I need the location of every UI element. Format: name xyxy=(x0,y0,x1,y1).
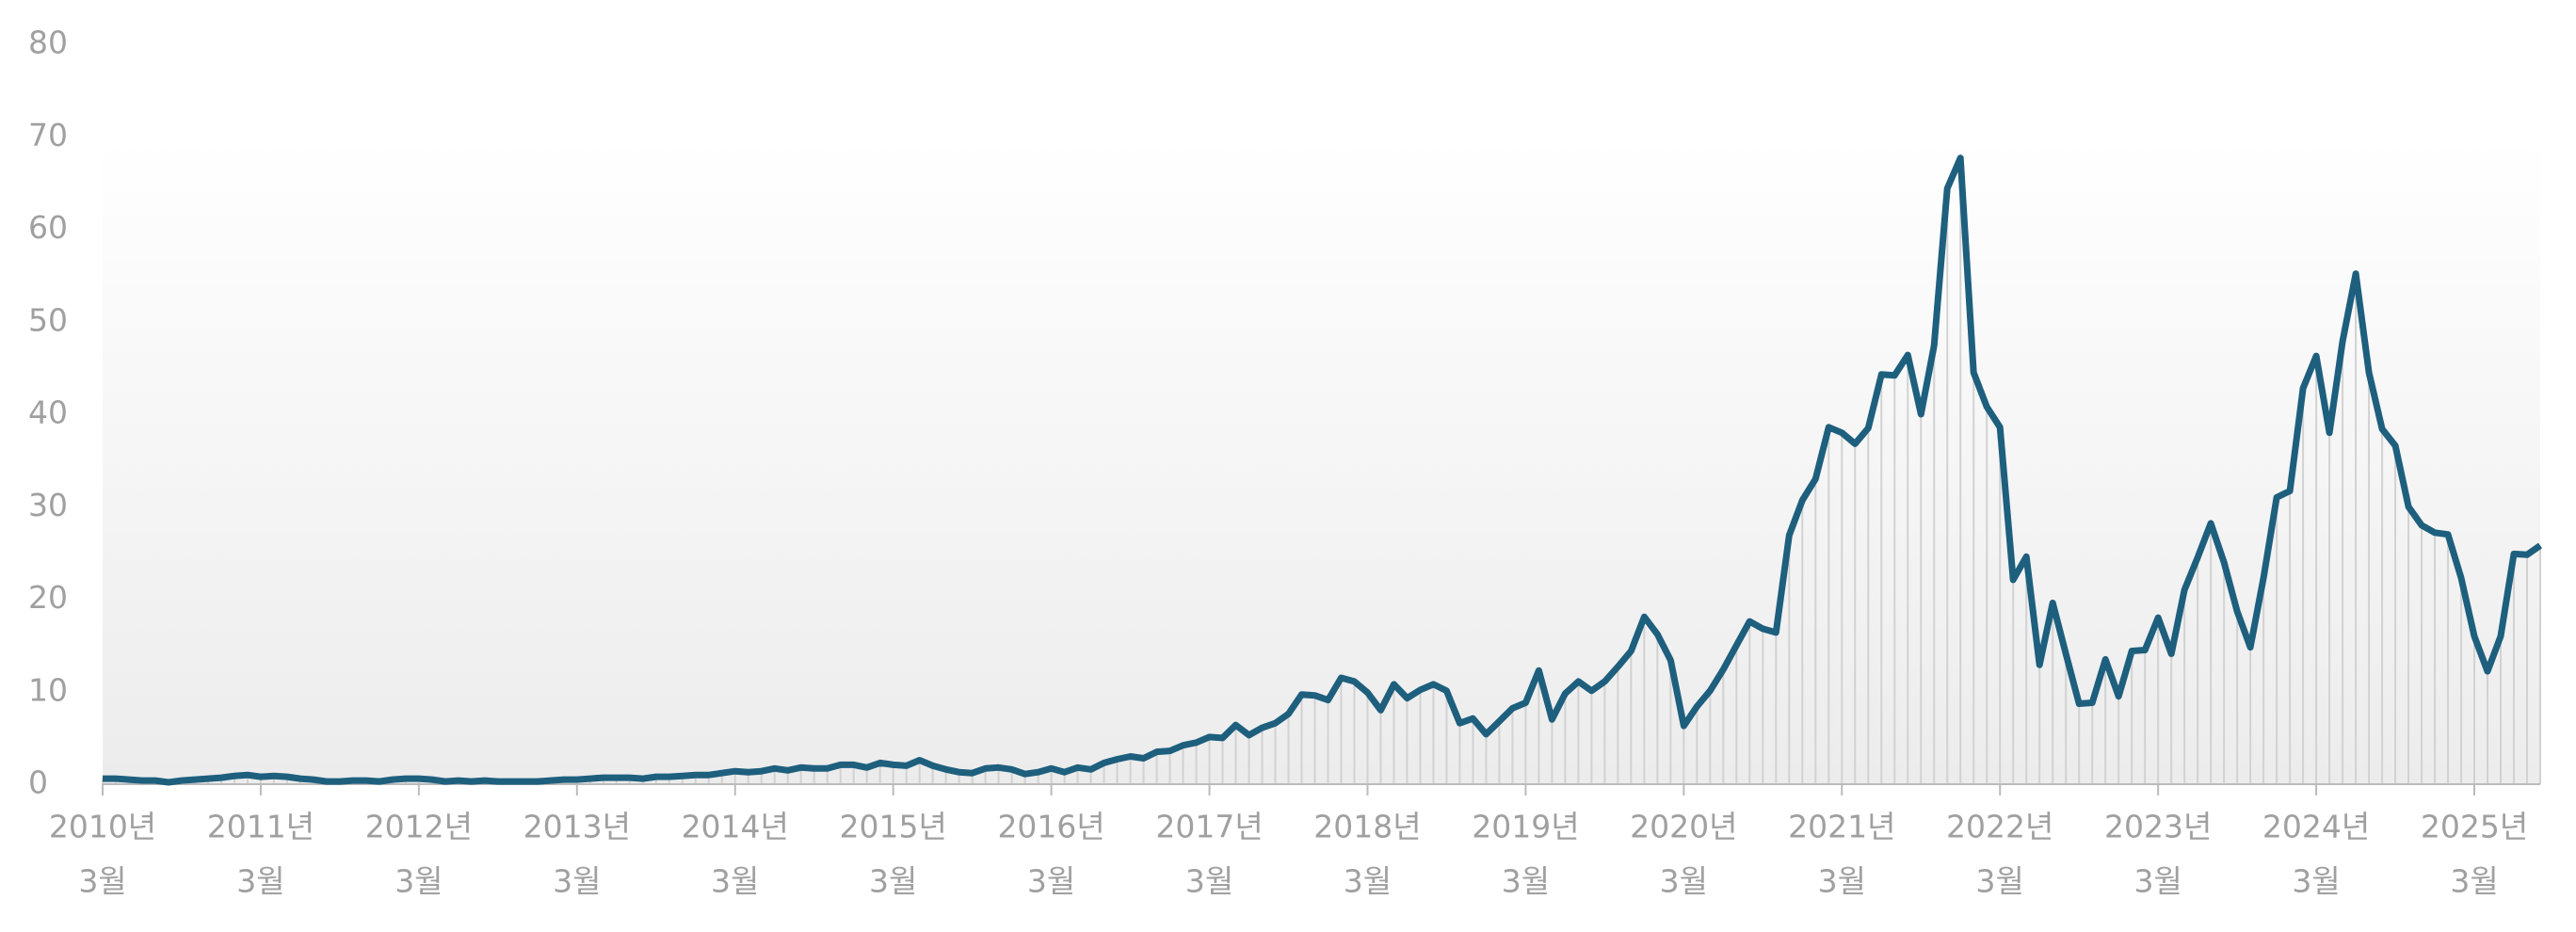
x-tick-label: 2016년 xyxy=(997,809,1104,845)
y-tick-label: 50 xyxy=(28,301,68,338)
x-tick-label: 3월 xyxy=(2450,863,2498,900)
y-tick-label: 80 xyxy=(28,24,68,61)
x-tick-label: 2025년 xyxy=(2421,809,2528,845)
x-tick-label: 2012년 xyxy=(365,809,473,845)
x-tick-label: 3월 xyxy=(78,863,126,900)
y-tick-label: 10 xyxy=(28,671,68,708)
x-tick-label: 2013년 xyxy=(523,809,631,845)
x-tick-label: 3월 xyxy=(553,863,601,900)
x-tick-label: 2023년 xyxy=(2104,809,2212,845)
x-tick-label: 2017년 xyxy=(1155,809,1263,845)
y-tick-label: 20 xyxy=(28,579,68,616)
x-tick-label: 3월 xyxy=(236,863,284,900)
x-tick-label: 2020년 xyxy=(1630,809,1737,845)
y-tick-label: 0 xyxy=(28,764,48,801)
plot-background xyxy=(103,137,2540,784)
x-tick-label: 3월 xyxy=(2292,863,2340,900)
x-tick-label: 3월 xyxy=(394,863,443,900)
x-tick-label: 3월 xyxy=(1660,863,1708,900)
x-tick-label: 3월 xyxy=(869,863,917,900)
x-tick-label: 3월 xyxy=(1818,863,1866,900)
x-tick-label: 3월 xyxy=(1502,863,1550,900)
y-tick-label: 30 xyxy=(28,487,68,523)
x-tick-label: 3월 xyxy=(1027,863,1075,900)
x-tick-label: 3월 xyxy=(1344,863,1392,900)
y-tick-label: 60 xyxy=(28,209,68,246)
y-tick-label: 70 xyxy=(28,117,68,153)
x-tick-label: 3월 xyxy=(1976,863,2024,900)
y-tick-label: 40 xyxy=(28,394,68,431)
x-tick-label: 2024년 xyxy=(2262,809,2370,845)
x-tick-label: 2014년 xyxy=(682,809,789,845)
line xyxy=(103,154,2543,786)
x-tick-label: 2021년 xyxy=(1788,809,1895,845)
x-tick-label: 2019년 xyxy=(1472,809,1579,845)
x-tick-label: 2018년 xyxy=(1313,809,1421,845)
x-tick-label: 2011년 xyxy=(207,809,314,845)
x-tick-label: 2010년 xyxy=(49,809,156,845)
x-tick-label: 3월 xyxy=(711,863,759,900)
x-tick-label: 3월 xyxy=(1185,863,1233,900)
x-tick-label: 2022년 xyxy=(1946,809,2053,845)
x-tick-label: 2015년 xyxy=(840,809,947,845)
x-tick-label: 3월 xyxy=(2133,863,2182,900)
